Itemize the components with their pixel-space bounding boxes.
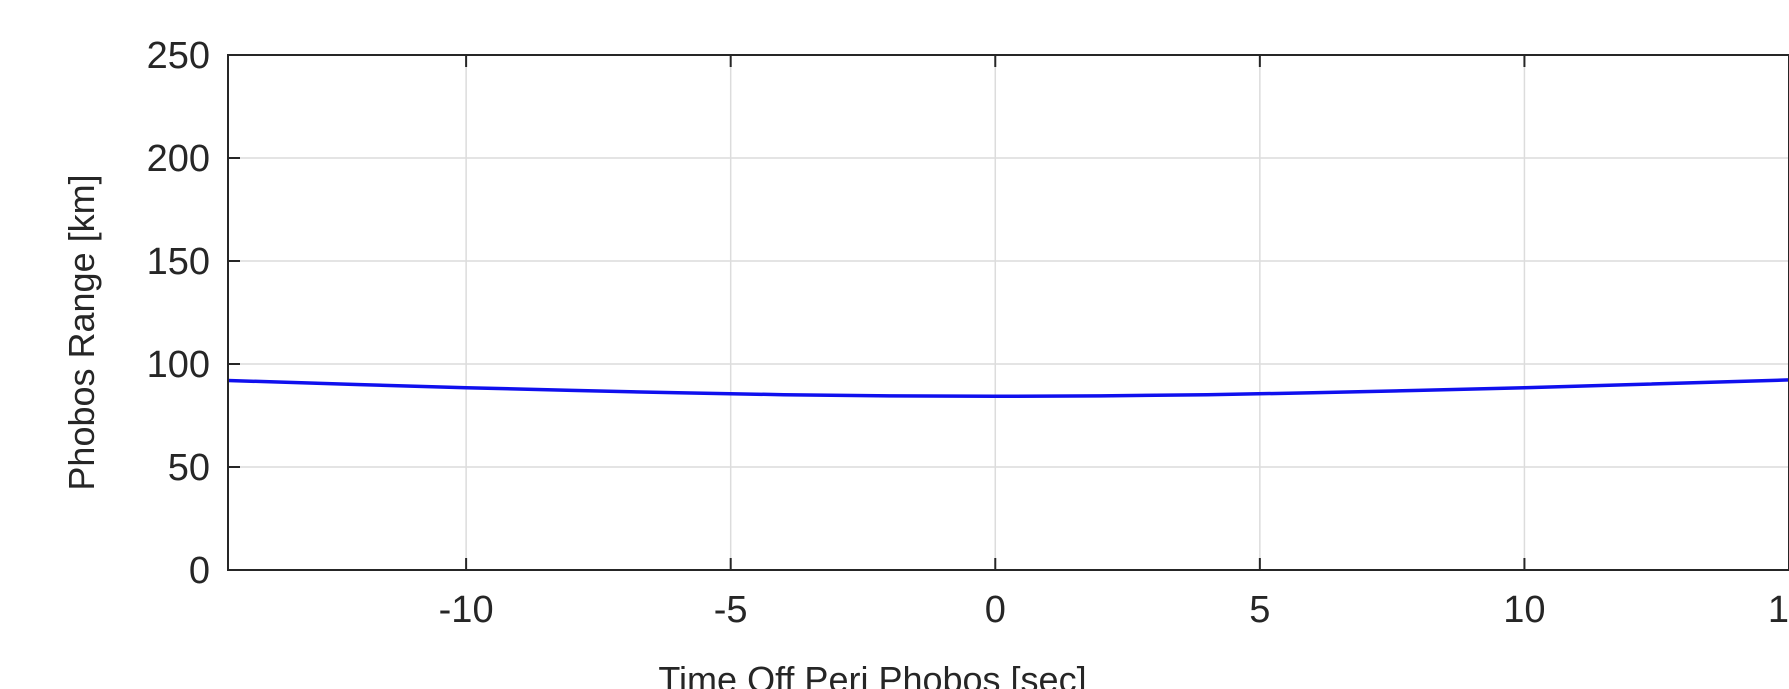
- x-tick-label: -5: [714, 589, 748, 631]
- ticks: -10-5051015050100150200250: [147, 35, 1789, 631]
- x-tick-label: 15: [1768, 589, 1789, 631]
- series-line: [227, 378, 1789, 399]
- x-tick-label: 0: [985, 589, 1006, 631]
- x-tick-label: -10: [439, 589, 494, 631]
- x-axis-title: Time Off Peri Phobos [sec]: [658, 659, 1086, 689]
- y-tick-label: 100: [147, 344, 210, 386]
- plot-frame: [227, 54, 1789, 571]
- grid: [228, 55, 1789, 570]
- y-tick-label: 200: [147, 138, 210, 180]
- y-tick-label: 50: [168, 447, 210, 489]
- y-tick-label: 150: [147, 241, 210, 283]
- y-axis-title: Phobos Range [km]: [61, 174, 102, 490]
- x-tick-label: 10: [1503, 589, 1545, 631]
- x-tick-label: 5: [1249, 589, 1270, 631]
- series-layer: [227, 378, 1789, 399]
- y-tick-label: 0: [189, 550, 210, 592]
- y-tick-label: 250: [147, 35, 210, 77]
